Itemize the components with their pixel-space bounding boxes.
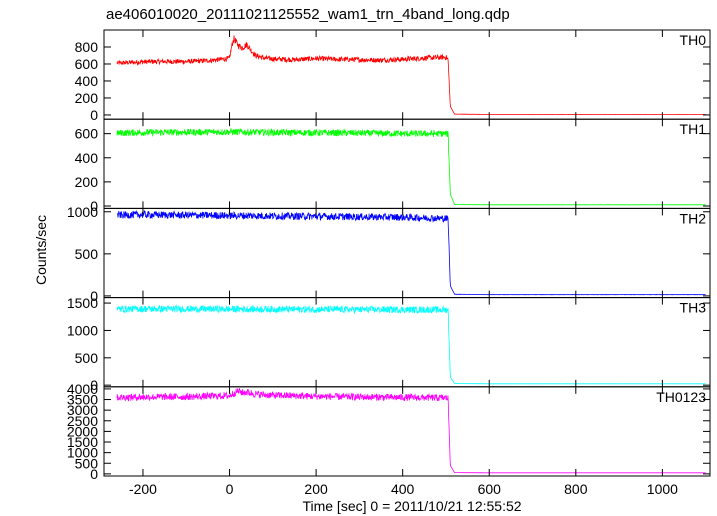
y-axis-label: Counts/sec <box>33 215 49 285</box>
y-tick-label: 1000 <box>67 445 98 461</box>
y-tick-label: 500 <box>75 350 99 366</box>
y-tick-label: 0 <box>90 466 98 482</box>
y-tick-label: 2500 <box>67 413 98 429</box>
y-tick-label: 400 <box>75 73 99 89</box>
series-line-th0 <box>116 35 706 116</box>
y-tick-label: 500 <box>75 246 99 262</box>
x-tick-label: -200 <box>129 481 157 497</box>
y-tick-label: 200 <box>75 174 99 190</box>
y-tick-label: 0 <box>90 198 98 214</box>
y-tick-label: 0 <box>90 107 98 123</box>
y-tick-label: 1000 <box>67 322 98 338</box>
x-axis-label: Time [sec] 0 = 2011/10/21 12:55:52 <box>302 498 521 514</box>
x-tick-label: 800 <box>564 481 588 497</box>
plot-area: TH00200400600800TH10200400600TH205001000… <box>67 29 711 497</box>
y-tick-label: 1500 <box>67 295 98 311</box>
y-tick-label: 0 <box>90 288 98 304</box>
y-tick-label: 1500 <box>67 434 98 450</box>
x-tick-label: 600 <box>478 481 502 497</box>
panel-frame-th2 <box>103 207 711 299</box>
series-line-th1 <box>116 127 706 206</box>
y-tick-label: 0 <box>90 377 98 393</box>
series-line-th3 <box>116 304 706 385</box>
series-line-th0123 <box>116 388 706 474</box>
x-tick-label: 400 <box>391 481 415 497</box>
y-tick-label: 500 <box>75 455 99 471</box>
y-tick-label: 4000 <box>67 381 98 397</box>
y-tick-label: 800 <box>75 39 99 55</box>
y-tick-label: 3500 <box>67 392 98 408</box>
panel-label-th0: TH0 <box>680 32 707 48</box>
panel-label-th2: TH2 <box>680 210 707 226</box>
chart-title: ae406010020_20111021125552_wam1_trn_4ban… <box>106 6 510 23</box>
y-tick-label: 200 <box>75 90 99 106</box>
y-tick-label: 600 <box>75 56 99 72</box>
x-tick-label: 1000 <box>647 481 678 497</box>
y-tick-label: 400 <box>75 150 99 166</box>
panel-label-th3: TH3 <box>680 300 707 316</box>
x-tick-label: 200 <box>304 481 328 497</box>
y-tick-label: 600 <box>75 126 99 142</box>
x-tick-label: 0 <box>226 481 234 497</box>
panel-frame-th0 <box>103 29 711 120</box>
panel-label-th0123: TH0123 <box>656 389 706 405</box>
series-line-th2 <box>116 209 706 296</box>
y-tick-label: 3000 <box>67 402 98 418</box>
y-tick-label: 1000 <box>67 204 98 220</box>
panel-label-th1: TH1 <box>680 121 707 137</box>
y-tick-label: 2000 <box>67 423 98 439</box>
